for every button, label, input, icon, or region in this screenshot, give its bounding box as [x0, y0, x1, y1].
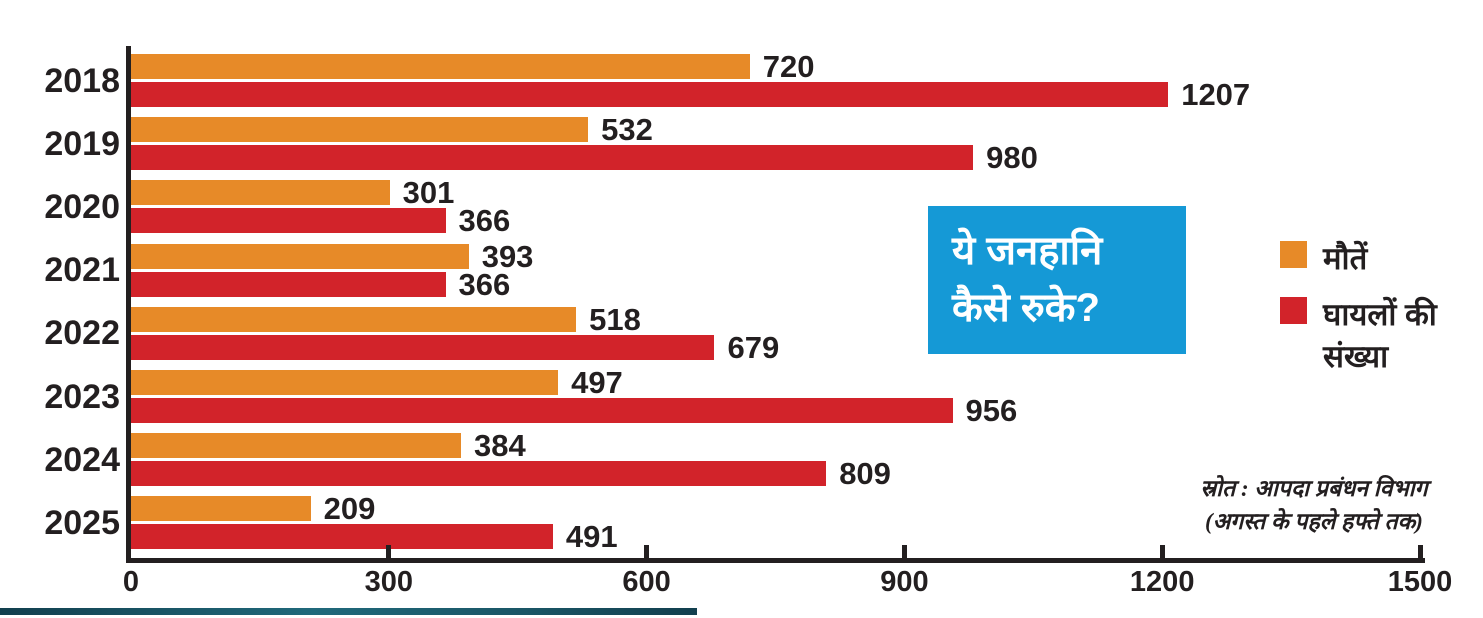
injured-value-2025: 491 [565, 519, 618, 555]
deaths-bar-2021 [131, 243, 469, 269]
deaths-bar-2025 [131, 496, 311, 522]
title-line-2: कैसे रुके? [952, 286, 1100, 330]
injured-bar-2019 [131, 145, 974, 171]
injured-value-2020: 366 [458, 203, 511, 239]
year-label-2022: 2022 [44, 314, 120, 353]
deaths-value-2020: 301 [402, 175, 455, 211]
legend-label-deaths: मौतें [1323, 241, 1368, 276]
year-label-2021: 2021 [44, 251, 120, 290]
source-line-1: स्रोत : आपदा प्रबंधन विभाग [1200, 476, 1428, 501]
x-tick-mark-600 [644, 545, 650, 558]
year-label-2025: 2025 [44, 503, 120, 542]
year-label-2018: 2018 [44, 61, 120, 100]
deaths-value-2023: 497 [571, 365, 623, 400]
injured-value-2019: 980 [986, 140, 1038, 176]
injured-bar-2023 [131, 398, 953, 423]
y-axis-line [126, 46, 131, 563]
bottom-rule [0, 608, 697, 615]
x-tick-label-1200: 1200 [1129, 566, 1195, 598]
x-tick-mark-1200 [1159, 545, 1165, 558]
title-box: ये जनहानि कैसे रुके? [928, 206, 1186, 354]
year-label-2024: 2024 [44, 440, 120, 479]
x-tick-mark-300 [386, 545, 392, 558]
source-note: स्रोत : आपदा प्रबंधन विभाग (अगस्त के पहल… [1192, 472, 1436, 539]
injured-value-2022: 679 [727, 329, 780, 365]
x-tick-mark-1500 [1417, 545, 1423, 558]
x-axis-line [126, 558, 1425, 563]
deaths-bar-2022 [131, 306, 577, 332]
year-label-2023: 2023 [44, 377, 120, 416]
injured-swatch-icon [1280, 296, 1307, 324]
title-line-1: ये जनहानि [952, 229, 1103, 274]
legend: मौतें घायलों की संख्या [1280, 238, 1483, 378]
x-tick-label-300: 300 [364, 566, 413, 598]
x-tick-label-0: 0 [122, 566, 140, 598]
plot-area: 720 1207 532 980 301 366 393 366 518 679 497 956 384… [131, 46, 1420, 558]
injured-bar-2024 [131, 461, 827, 487]
year-label-2020: 2020 [44, 187, 120, 226]
deaths-bar-2019 [131, 117, 589, 143]
deaths-value-2019: 532 [601, 112, 653, 148]
injured-value-2018: 1207 [1181, 77, 1251, 112]
x-tick-label-1500: 1500 [1387, 566, 1453, 598]
deaths-bar-2024 [131, 433, 461, 459]
deaths-bar-2018 [131, 54, 750, 79]
injured-bar-2022 [131, 334, 715, 360]
x-tick-label-900: 900 [880, 566, 929, 598]
injured-bar-2018 [131, 82, 1169, 107]
deaths-bar-2020 [131, 180, 390, 206]
deaths-value-2018: 720 [762, 49, 815, 84]
deaths-bar-2023 [131, 370, 559, 395]
injured-value-2024: 809 [839, 456, 891, 492]
deaths-value-2024: 384 [473, 428, 526, 464]
x-tick-mark-900 [901, 545, 907, 558]
legend-item-injured: घायलों की संख्या [1280, 294, 1483, 378]
source-line-2: (अगस्त के पहले हफ्ते तक) [1205, 509, 1423, 535]
deaths-value-2021: 393 [481, 238, 534, 274]
deaths-swatch-icon [1280, 241, 1307, 268]
legend-item-deaths: मौतें [1280, 238, 1483, 280]
injured-value-2023: 956 [965, 393, 1018, 428]
legend-label-injured: घायलों की संख्या [1323, 296, 1437, 374]
injured-value-2021: 366 [458, 266, 511, 302]
deaths-value-2025: 209 [323, 491, 376, 527]
injured-bar-2020 [131, 208, 446, 234]
injured-bar-2021 [131, 271, 446, 297]
year-label-2019: 2019 [44, 124, 120, 163]
deaths-value-2022: 518 [589, 301, 641, 337]
injured-bar-2025 [131, 524, 553, 550]
x-tick-label-600: 600 [622, 566, 671, 598]
